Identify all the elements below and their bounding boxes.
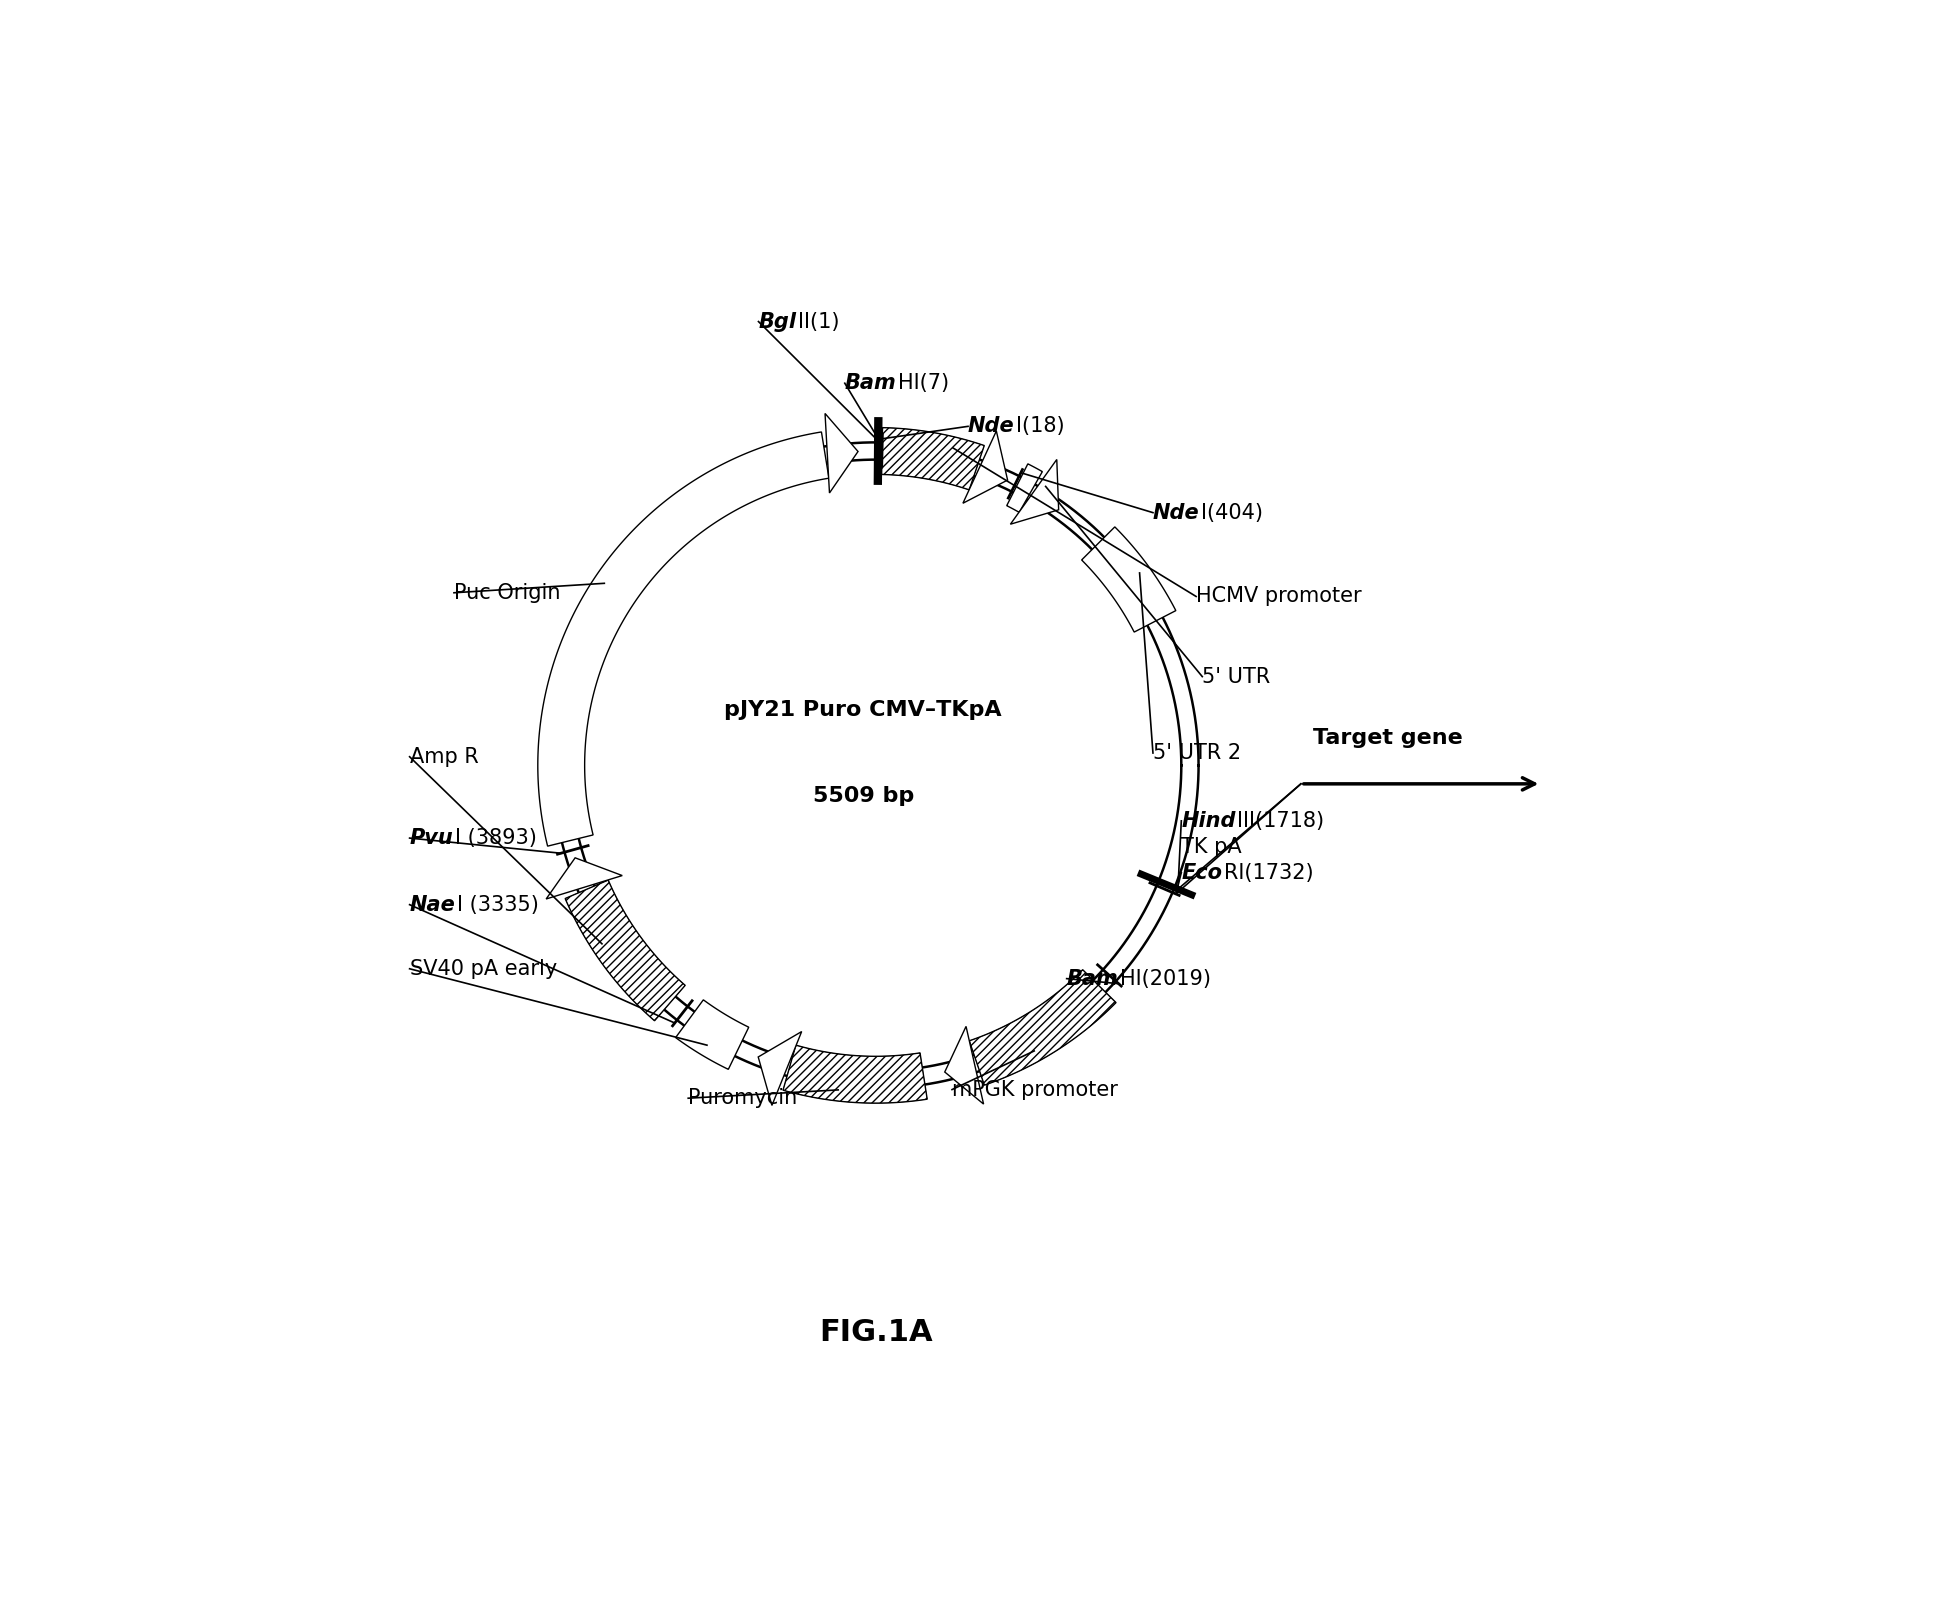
Text: Bam: Bam	[1066, 969, 1118, 989]
Text: 5' UTR: 5' UTR	[1202, 666, 1270, 687]
Text: II(1): II(1)	[797, 312, 840, 331]
Text: 5' UTR 2: 5' UTR 2	[1153, 743, 1241, 764]
Polygon shape	[1081, 527, 1175, 632]
Polygon shape	[565, 881, 686, 1021]
Text: SV40 pA early: SV40 pA early	[409, 959, 557, 978]
Text: I (3335): I (3335)	[456, 895, 538, 914]
Text: Amp R: Amp R	[409, 746, 477, 767]
Polygon shape	[538, 432, 828, 847]
Text: RI(1732): RI(1732)	[1223, 863, 1313, 882]
Text: pJY21 Puro CMV–TKpA: pJY21 Puro CMV–TKpA	[725, 700, 1001, 720]
Polygon shape	[880, 427, 984, 490]
Polygon shape	[783, 1045, 927, 1103]
Text: Target gene: Target gene	[1313, 728, 1463, 748]
Text: III(1718): III(1718)	[1237, 810, 1323, 831]
Text: Eco: Eco	[1180, 863, 1221, 882]
Text: Puromycin: Puromycin	[688, 1089, 797, 1108]
Text: Nde: Nde	[968, 416, 1015, 437]
Polygon shape	[1009, 459, 1058, 524]
Polygon shape	[962, 431, 1007, 503]
Text: Bam: Bam	[843, 373, 896, 394]
Text: HI(2019): HI(2019)	[1118, 969, 1210, 989]
Polygon shape	[758, 1031, 801, 1105]
Text: HI(7): HI(7)	[898, 373, 949, 394]
Text: Bgl: Bgl	[758, 312, 797, 331]
Polygon shape	[676, 1001, 748, 1069]
Text: HCMV promoter: HCMV promoter	[1196, 586, 1362, 607]
Text: 5509 bp: 5509 bp	[812, 786, 914, 807]
Text: I (3893): I (3893)	[454, 828, 536, 849]
Text: FIG.1A: FIG.1A	[818, 1318, 931, 1346]
Text: mPGK promoter: mPGK promoter	[951, 1079, 1118, 1100]
Polygon shape	[824, 413, 857, 493]
Text: Hind: Hind	[1180, 810, 1235, 831]
Text: TK pA: TK pA	[1180, 837, 1241, 857]
Polygon shape	[1007, 464, 1042, 512]
Polygon shape	[545, 858, 621, 900]
Text: Nde: Nde	[1153, 503, 1198, 522]
Text: Pvu: Pvu	[409, 828, 454, 849]
Text: I(18): I(18)	[1015, 416, 1064, 437]
Text: Puc Origin: Puc Origin	[454, 583, 561, 602]
Polygon shape	[945, 1026, 984, 1105]
Text: Nae: Nae	[409, 895, 456, 914]
Polygon shape	[968, 970, 1116, 1085]
Text: I(404): I(404)	[1200, 503, 1262, 522]
